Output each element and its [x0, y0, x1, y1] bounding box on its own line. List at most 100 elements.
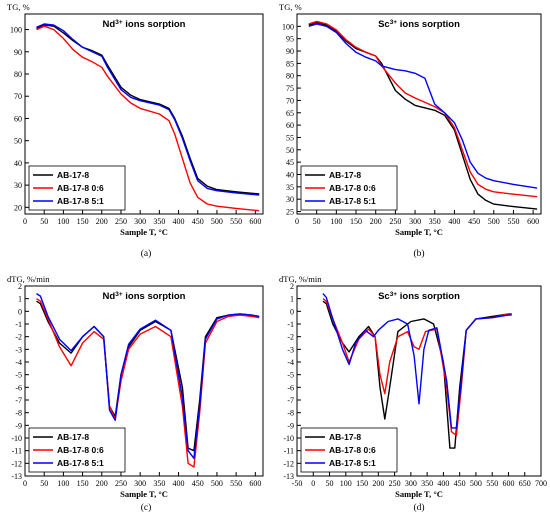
panel-b-title-element: Sc [378, 19, 390, 30]
panel-c-x-tick-label: 500 [211, 479, 223, 488]
panel-b-y-tick-label: 50 [286, 146, 294, 155]
panel-d-y-tick-label: -8 [287, 409, 294, 418]
panel-a-x-tick-label: 50 [40, 217, 48, 226]
panel-c-series-line-3 [36, 293, 260, 459]
panel-d-y-tick-label: -2 [287, 333, 294, 342]
panel-b-x-tick-label: 550 [507, 217, 519, 226]
panel-c-x-tick-label: 300 [134, 479, 146, 488]
panel-c-y-tick-label: -1 [15, 320, 22, 329]
panel-c-x-tick-label: 250 [115, 479, 127, 488]
panel-d-x-tick-label: 150 [356, 479, 368, 488]
panel-a-caption: (a) [141, 248, 152, 259]
panel-d-x-tick-label: 0 [311, 479, 315, 488]
panel-a-x-tick-label: 350 [153, 217, 165, 226]
panel-a-x-axis-label: Sample T, °C [120, 227, 168, 237]
panel-b-series-line-1 [308, 21, 538, 210]
panel-a-x-tick-label: 150 [77, 217, 89, 226]
panel-d-title-rest: ions sorption [397, 291, 460, 302]
panel-a-x-tick-label: 100 [57, 217, 69, 226]
panel-a-y-tick-label: 60 [14, 114, 22, 123]
panel-d-y-tick-label: -7 [287, 396, 294, 405]
panel-b-plot-frame [296, 13, 542, 215]
panel-b-y-tick-label: 40 [286, 170, 294, 179]
panel-b-y-tick-label: 45 [286, 158, 294, 167]
panel-d-y-tick-label: -10 [283, 434, 294, 443]
panel-d-y-tick-label: -4 [287, 358, 294, 367]
panel-d-y-tick-label: -11 [284, 447, 294, 456]
panel-d-y-tick-label: -1 [287, 320, 294, 329]
panel-d-title-element: Sc [378, 291, 390, 302]
panel-a-y-tick-label: 90 [14, 48, 22, 57]
panel-c-x-tick-label: 150 [77, 479, 89, 488]
panel-c-y-tick-label: -4 [15, 358, 22, 367]
panel-a-legend-label-3: AB-17-8 5:1 [57, 196, 104, 206]
panel-b-x-tick-label: 200 [370, 217, 382, 226]
panel-d-x-tick-label: 700 [535, 479, 547, 488]
panel-d-x-tick-label: 200 [372, 479, 384, 488]
panel-b-y-tick-label: 75 [286, 84, 294, 93]
panel-b-legend-label-2: AB-17-8 0:6 [329, 183, 376, 193]
panel-c-y-tick-label: -11 [12, 447, 22, 456]
panel-d-y-tick-label: -12 [283, 459, 294, 468]
panel-a-legend-label-1: AB-17-8 [57, 170, 89, 180]
panel-a-x-tick-label: 550 [230, 217, 242, 226]
panel-c-y-tick-label: -13 [11, 472, 22, 481]
panel-d-title: Sc3+ ions sorption [378, 291, 460, 303]
panel-d-x-tick-label: 600 [502, 479, 514, 488]
panel-d-y-tick-label: 1 [290, 295, 294, 304]
panel-c-y-tick-label: 0 [18, 307, 22, 316]
panel-c-x-tick-label: 400 [173, 479, 185, 488]
panel-b-x-tick-label: 500 [488, 217, 500, 226]
panel-b-title: Sc3+ ions sorption [378, 19, 460, 31]
panel-d-title-charge: 3+ [390, 291, 398, 298]
panel-b-y-tick-label: 80 [286, 72, 294, 81]
panel-c-series-line-2 [36, 298, 260, 468]
panel-d-y-tick-label: 2 [290, 282, 294, 291]
panel-c-title-rest: ions sorption [123, 291, 186, 302]
panel-c-y-tick-label: -6 [15, 383, 22, 392]
panel-c-x-tick-label: 200 [96, 479, 108, 488]
panel-b-x-tick-label: 150 [350, 217, 362, 226]
panel-c-y-tick-label: 1 [18, 295, 22, 304]
panel-c-title-element: Nd [103, 291, 116, 302]
panel-b-caption: (b) [413, 248, 424, 259]
panel-d-x-tick-label: 100 [340, 479, 352, 488]
panel-b-x-tick-label: 400 [448, 217, 460, 226]
panel-c-legend-label-1: AB-17-8 [57, 432, 89, 442]
panel-d-legend-label-2: AB-17-8 0:6 [329, 445, 376, 455]
panel-c-caption: (c) [141, 502, 152, 513]
panel-b-legend-label-3: AB-17-8 5:1 [329, 196, 376, 206]
panel-d-y-tick-label: -5 [287, 371, 294, 380]
panel-c-legend-label-3: AB-17-8 5:1 [57, 458, 104, 468]
panel-a-x-tick-label: 250 [115, 217, 127, 226]
panel-c-plot-frame [24, 285, 264, 477]
panel-b-title-rest: ions sorption [397, 19, 460, 30]
panel-c-y-tick-label: -2 [15, 333, 22, 342]
panel-b-x-axis-label: Sample T, °C [395, 227, 443, 237]
panel-b-y-tick-label: 55 [286, 133, 294, 142]
panel-d-series-line-3 [322, 293, 512, 429]
panel-b-y-tick-label: 35 [286, 183, 294, 192]
panel-c-x-axis-label: Sample T, °C [120, 489, 168, 499]
panel-c-y-tick-label: -3 [15, 345, 22, 354]
panel-c-x-tick-label: 450 [192, 479, 204, 488]
panel-a-y-tick-label: 100 [10, 26, 22, 35]
panel-d-y-tick-label: -3 [287, 345, 294, 354]
panel-d-x-tick-label: 650 [519, 479, 531, 488]
panel-c-x-tick-label: 350 [153, 479, 165, 488]
panel-c-x-tick-label: 550 [230, 479, 242, 488]
panel-c-title: Nd3+ ions sorption [103, 291, 186, 303]
panel-b-x-tick-label: 100 [330, 217, 342, 226]
panel-b-y-tick-label: 65 [286, 109, 294, 118]
panel-b-legend-label-1: AB-17-8 [329, 170, 361, 180]
panel-a-series-line-2 [36, 25, 260, 212]
panel-a-plot-frame [24, 13, 264, 215]
panel-b-y-tick-label: 100 [282, 22, 294, 31]
panel-b-y-tick-label: 30 [286, 195, 294, 204]
panel-a-x-tick-label: 0 [23, 217, 27, 226]
panel-a-x-tick-label: 450 [192, 217, 204, 226]
panel-d-y-tick-label: -9 [287, 421, 294, 430]
panel-c-series-line-1 [36, 300, 260, 452]
panel-d-caption: (d) [413, 502, 424, 513]
